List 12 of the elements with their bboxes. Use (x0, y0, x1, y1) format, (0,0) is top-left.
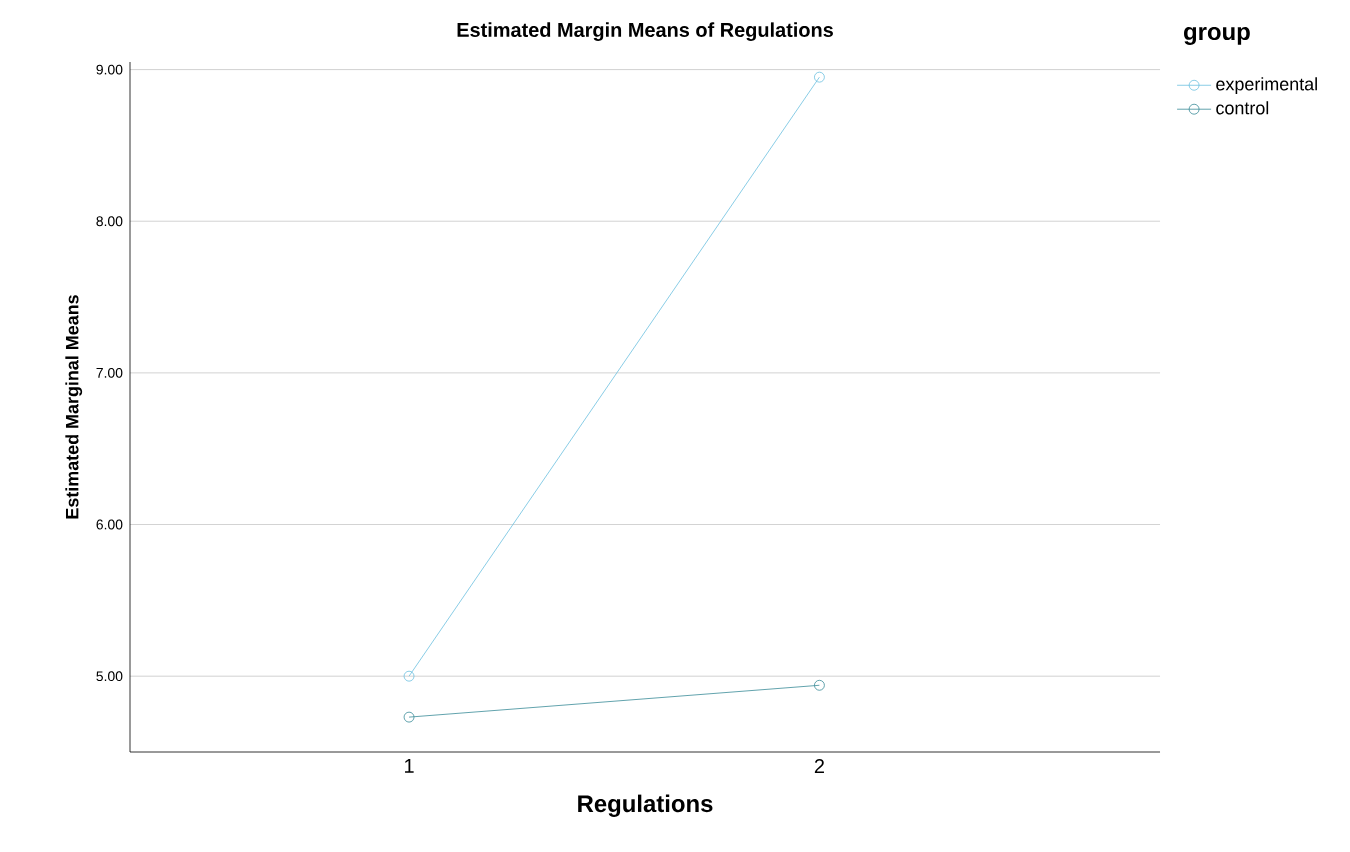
legend-label: control (1216, 101, 1269, 115)
point (814, 679, 825, 691)
y-axis-title: Estimated Marginal Means (65, 295, 83, 519)
x-tick-label: 1 (405, 759, 414, 773)
legend-title: group (1184, 27, 1250, 45)
legend-label: experimental (1216, 77, 1317, 94)
point (814, 71, 825, 83)
x-tick-label: 2 (814, 759, 824, 773)
chart-title: Estimated Margin Means of Regulations (457, 22, 833, 42)
point (403, 670, 415, 682)
point (403, 711, 415, 723)
x-axis-title: Regulations (578, 794, 713, 817)
